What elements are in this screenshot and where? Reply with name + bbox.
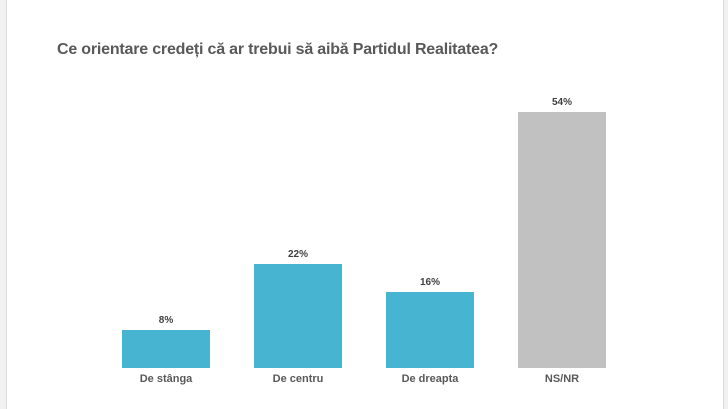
bar-rect bbox=[518, 112, 606, 368]
bar-value-label: 54% bbox=[551, 97, 572, 108]
bar-value-label: 16% bbox=[419, 277, 440, 288]
bar-value-label: 22% bbox=[287, 249, 308, 260]
bar-column: 54% bbox=[496, 88, 628, 368]
bar-value-label: 8% bbox=[158, 315, 174, 326]
bar-category-label: De centru bbox=[272, 373, 324, 385]
bar-category-label: De dreapta bbox=[401, 373, 459, 385]
chart-title: Ce orientare credeți că ar trebui să aib… bbox=[57, 41, 499, 58]
bar-chart: 8% De stânga 22% De centru 16% De dreapta 54% N… bbox=[100, 88, 628, 409]
bar-category-label: NS/NR bbox=[544, 373, 580, 385]
bar-column: 8% bbox=[100, 88, 232, 368]
slide-card: Ce orientare credeți că ar trebui să aib… bbox=[6, 0, 724, 409]
bar-column: 22% bbox=[232, 88, 364, 368]
bar-category-label: De stânga bbox=[139, 373, 193, 385]
bar-rect bbox=[386, 292, 474, 368]
bar-column: 16% bbox=[364, 88, 496, 368]
bar-rect bbox=[122, 330, 210, 368]
bar-rect bbox=[254, 264, 342, 368]
